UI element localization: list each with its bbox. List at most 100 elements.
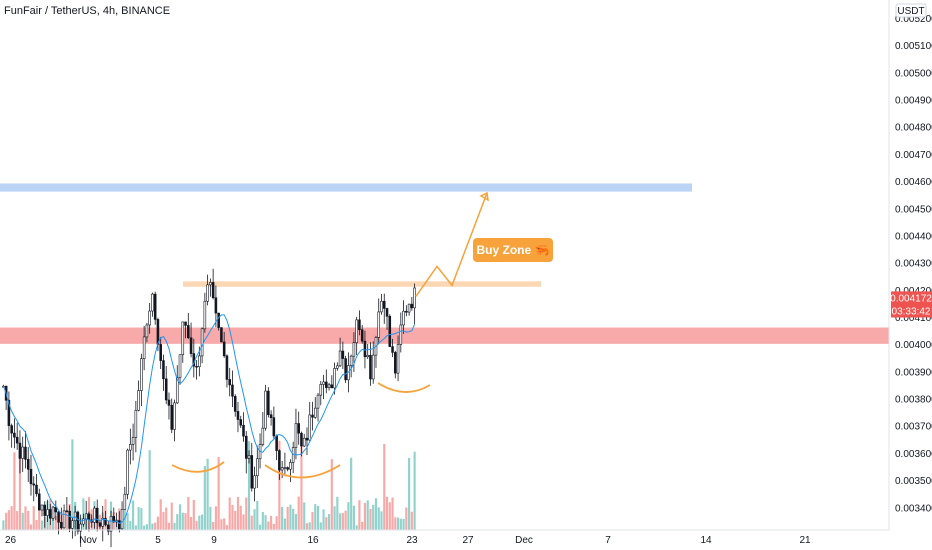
time-tick-label: 9 <box>211 535 217 546</box>
volume-bar <box>65 509 68 530</box>
projection-arrow <box>415 192 488 297</box>
candle <box>98 522 102 527</box>
volume-bar <box>27 510 30 530</box>
volume-bar <box>198 515 201 530</box>
time-axis[interactable]: 26 Nov 5 9 16 23 27 Dec 7 14 21 <box>5 535 811 546</box>
candle <box>137 390 140 411</box>
candle <box>366 354 369 358</box>
volume-bar <box>132 500 135 530</box>
candle <box>15 436 19 444</box>
volume-bar <box>156 516 160 530</box>
time-tick-label: 14 <box>700 535 712 546</box>
volume-bar <box>21 512 24 530</box>
candle <box>402 310 405 326</box>
volume-bar <box>333 506 336 530</box>
volume-bar <box>178 504 182 530</box>
candle <box>236 411 240 420</box>
volume-bar <box>391 497 394 530</box>
volume-bar <box>231 504 234 530</box>
volume-bar <box>192 499 195 530</box>
candle <box>291 447 295 463</box>
candle <box>173 402 176 430</box>
volume-bar <box>253 509 256 530</box>
time-tick-label: 26 <box>5 535 17 546</box>
volume-bar <box>258 524 262 530</box>
volume-bar <box>228 497 231 530</box>
volume-bar <box>145 524 148 530</box>
volume-bar <box>289 504 292 530</box>
candle <box>341 350 345 359</box>
volume-bar <box>189 516 193 530</box>
chart-title: FunFair / TetherUS, 4h, BINANCE <box>4 5 171 17</box>
volume-bar <box>212 521 215 530</box>
candle <box>109 516 113 532</box>
candle <box>145 324 149 338</box>
candle <box>239 419 243 426</box>
candle <box>267 390 270 416</box>
volume-bar <box>311 511 314 530</box>
candle <box>131 437 135 445</box>
candle <box>311 414 314 418</box>
moving-average-line <box>2 314 416 525</box>
candle <box>358 319 361 331</box>
candle <box>18 442 22 459</box>
volume-bar <box>162 512 165 530</box>
candle <box>175 377 179 404</box>
candle <box>355 319 358 343</box>
volume-bar <box>394 517 397 530</box>
candle <box>319 384 323 396</box>
candle <box>214 297 218 314</box>
candle <box>382 300 386 309</box>
candle <box>198 355 201 368</box>
time-tick-label: 5 <box>155 535 161 546</box>
volume-bar <box>170 502 173 530</box>
volume-bar <box>236 496 240 530</box>
volume-bar <box>322 509 325 530</box>
candle <box>93 507 96 523</box>
candle <box>104 517 107 526</box>
candle <box>187 325 190 339</box>
volume-bar <box>413 451 416 530</box>
volume-bar <box>18 449 22 530</box>
candle <box>153 293 157 320</box>
candle <box>264 390 267 429</box>
pattern-curve <box>171 461 225 473</box>
candle <box>396 344 400 374</box>
time-tick-label: 7 <box>605 535 611 546</box>
candle <box>164 378 168 401</box>
candle <box>181 321 185 356</box>
candle <box>410 303 414 309</box>
volume-bar <box>300 436 303 530</box>
volume-bar <box>336 496 339 530</box>
candle <box>162 360 165 380</box>
candle <box>32 483 36 486</box>
volume-bar <box>330 459 333 530</box>
candle <box>21 446 24 459</box>
candle <box>24 446 27 460</box>
volume-bar <box>281 507 284 530</box>
volume-bar <box>7 510 10 530</box>
candle <box>189 337 193 354</box>
volume-bar <box>137 507 140 530</box>
candle <box>380 300 383 313</box>
candle <box>51 506 55 519</box>
candle <box>49 509 52 519</box>
candle <box>405 310 408 313</box>
candle <box>87 513 91 521</box>
candle <box>60 522 63 529</box>
volume-bar <box>195 520 198 530</box>
candle <box>250 455 254 489</box>
volume-bar <box>24 506 27 530</box>
volume-bar <box>294 514 298 530</box>
volume-bar <box>173 522 176 530</box>
candle <box>203 300 207 330</box>
volume-bar <box>165 507 168 530</box>
candle <box>112 516 116 523</box>
